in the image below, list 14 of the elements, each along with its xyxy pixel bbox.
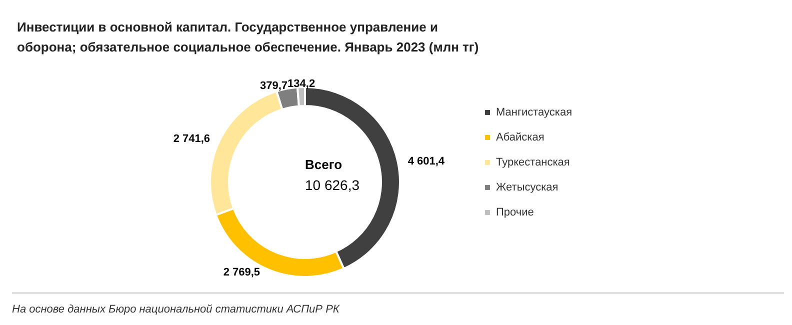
legend-label: Туркестанская [496, 156, 570, 168]
text: 10 626,3 [305, 177, 360, 193]
chart-title: Инвестиции в основной капитал. Государственное управление и оборона; обязательное социальное обеспечение. Январь 2023 (млн тг) [17, 20, 479, 54]
text: Всего [305, 157, 342, 172]
data-label: 2 741,6 [173, 132, 210, 145]
legend-label: Мангистауская [496, 106, 572, 118]
data-label: 134,2 [288, 78, 316, 90]
data-label: 4 601,4 [408, 156, 446, 168]
data-label: 2 769,5 [223, 266, 260, 278]
legend-label: Жетысуская [496, 182, 558, 194]
legend-label: Прочие [496, 206, 534, 218]
text: На основе данных Бюро национальной статистики АСПиР РК [12, 304, 340, 316]
data-label: 379,7 [260, 80, 288, 92]
legend-label: Абайская [496, 132, 544, 144]
